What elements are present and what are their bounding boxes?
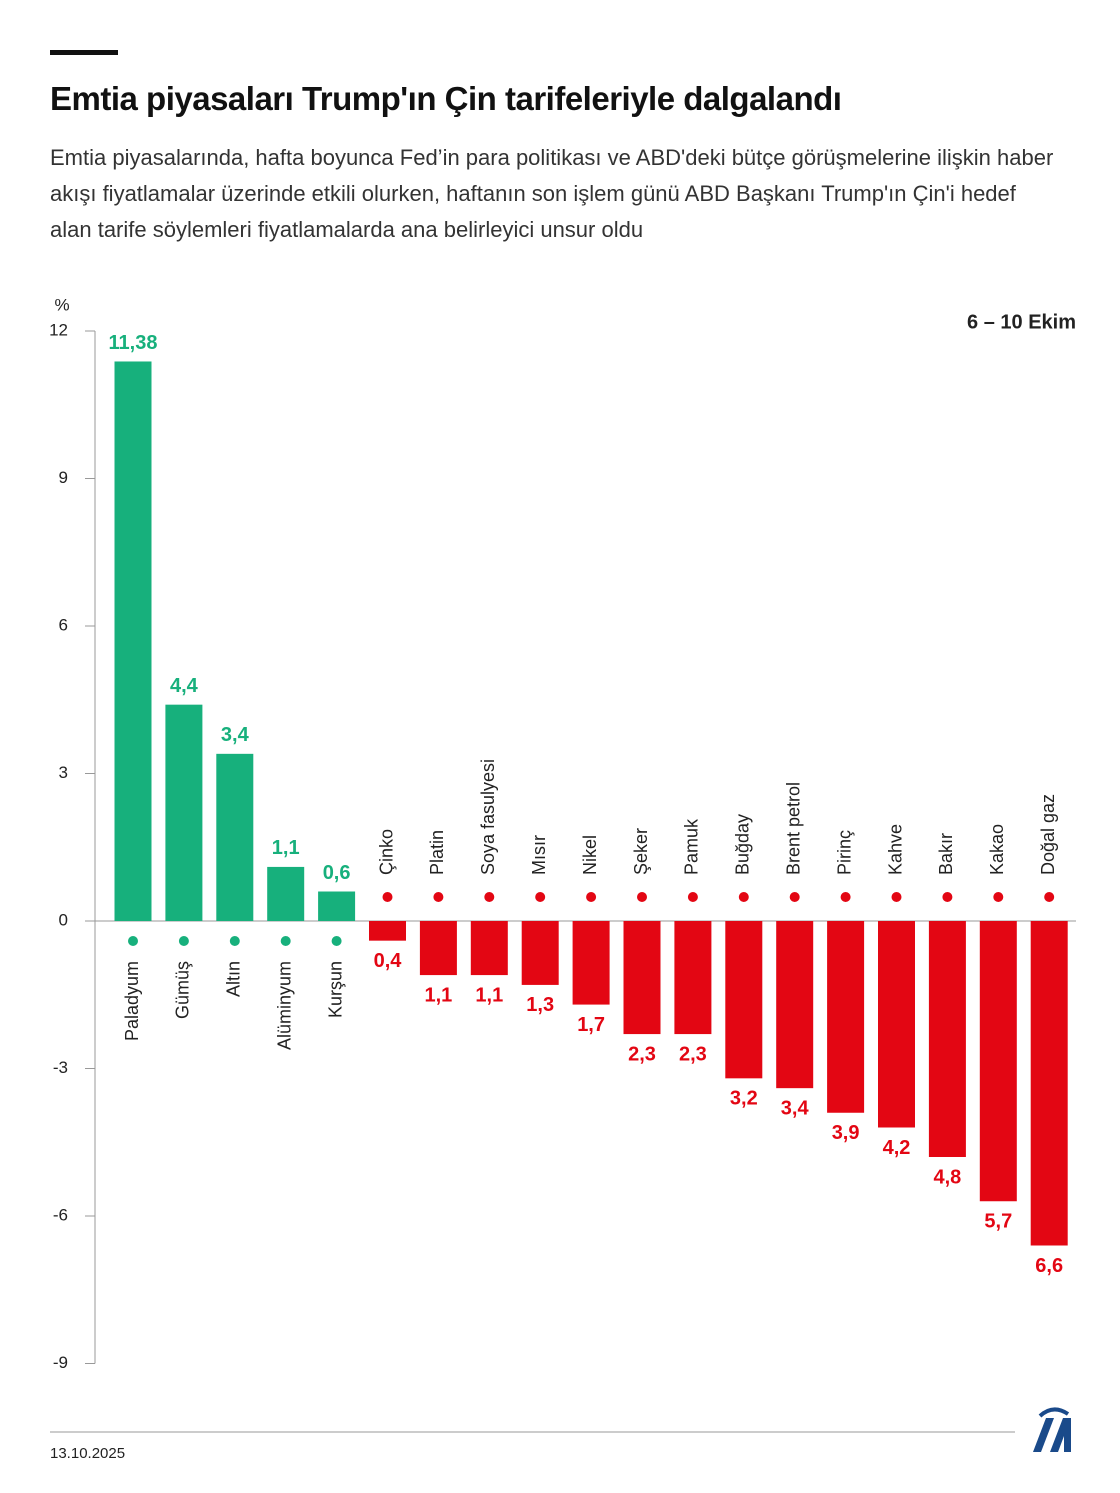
- bar: [470, 921, 508, 976]
- icon: [789, 892, 800, 902]
- value-label: 5,7: [984, 1211, 1012, 1233]
- value-label: 3,4: [781, 1097, 810, 1119]
- icon: [382, 892, 393, 902]
- icon: [637, 892, 647, 902]
- value-label: 1,1: [272, 837, 300, 859]
- x-tick-label: Bakır: [936, 833, 956, 875]
- bar: [318, 891, 356, 921]
- x-tick-label: Nikel: [580, 835, 600, 875]
- icon: [229, 936, 240, 946]
- x-tick-label: Kakao: [987, 824, 1007, 875]
- icon: [942, 892, 953, 902]
- value-label: 1,1: [475, 984, 503, 1006]
- icon: [178, 936, 189, 946]
- value-label: 1,7: [577, 1014, 605, 1036]
- y-tick-label: 6: [59, 615, 68, 634]
- icon: [484, 892, 495, 902]
- value-label: 4,2: [883, 1137, 911, 1159]
- x-tick-label: Paladyum: [122, 961, 142, 1041]
- icon: [586, 892, 597, 902]
- y-tick-label: 12: [49, 320, 68, 339]
- bar: [878, 921, 915, 1128]
- bar: [1030, 921, 1068, 1246]
- icon: [1044, 892, 1055, 902]
- x-tick-label: Şeker: [631, 828, 651, 875]
- icon: [840, 892, 851, 902]
- period: 6 – 10 Ekim: [967, 311, 1076, 333]
- bar: [369, 921, 406, 941]
- bar: [216, 753, 254, 921]
- value-label: 3,4: [221, 724, 250, 746]
- bar: [165, 704, 203, 921]
- bar: [979, 921, 1017, 1202]
- x-tick-label: Altın: [224, 961, 244, 997]
- bar: [521, 921, 559, 985]
- x-tick-label: Soya fasulyesi: [478, 759, 498, 875]
- bar: [623, 921, 661, 1035]
- x-tick-label: Alüminyum: [274, 961, 294, 1050]
- icon: [535, 892, 546, 902]
- y-axis-label: %: [54, 295, 69, 314]
- y-tick-label: -9: [53, 1353, 68, 1372]
- icon: [738, 892, 749, 902]
- date: 13.10.2025: [50, 1445, 125, 1462]
- x-tick-label: Buğday: [733, 814, 753, 875]
- x-tick-label: Pamuk: [682, 818, 702, 875]
- icon: [993, 892, 1004, 902]
- value-label: 0,4: [374, 950, 403, 972]
- icon: [433, 892, 444, 902]
- x-tick-label: Mısır: [529, 835, 549, 875]
- y-tick-label: 9: [59, 468, 68, 487]
- value-label: 6,6: [1035, 1255, 1063, 1277]
- value-label: 4,4: [170, 675, 199, 697]
- y-tick-label: -3: [53, 1058, 68, 1077]
- bar: [572, 921, 610, 1005]
- value-label: 2,3: [679, 1043, 707, 1065]
- bar: [827, 921, 865, 1113]
- chart-title: Emtia piyasaları Trump'ın Çin tarifeleri…: [50, 80, 842, 117]
- x-tick-label: Kahve: [885, 824, 905, 875]
- icon: [280, 936, 291, 946]
- x-tick-label: Çinko: [376, 829, 396, 875]
- bar: [928, 921, 966, 1157]
- icon: [331, 936, 342, 946]
- value-label: 1,1: [424, 984, 452, 1006]
- value-label: 2,3: [628, 1043, 656, 1065]
- bar: [725, 921, 763, 1079]
- icon: [128, 936, 138, 946]
- bar: [674, 921, 712, 1035]
- icon: [687, 892, 698, 902]
- value-label: 11,38: [109, 332, 158, 354]
- x-tick-label: Gümüş: [173, 961, 193, 1019]
- value-label: 3,9: [832, 1122, 860, 1144]
- x-tick-label: Kurşun: [325, 961, 345, 1018]
- x-tick-label: Doğal gaz: [1038, 794, 1058, 875]
- decor-bar: [50, 50, 118, 55]
- x-tick-label: Brent petrol: [783, 782, 803, 875]
- icon: [891, 892, 902, 902]
- x-tick-label: Pirinç: [834, 830, 854, 875]
- value-label: 0,6: [323, 862, 351, 884]
- bar: [114, 361, 152, 921]
- bar: [419, 921, 457, 976]
- y-tick-label: 3: [59, 763, 68, 782]
- bar: [267, 866, 305, 921]
- y-tick-label: 0: [59, 910, 68, 929]
- chart-subtitle: Emtia piyasalarında, hafta boyunca Fed’i…: [50, 145, 1054, 242]
- value-label: 3,2: [730, 1088, 758, 1110]
- value-label: 1,3: [526, 994, 554, 1016]
- y-tick-label: -6: [53, 1205, 68, 1224]
- logo: [1033, 1407, 1071, 1452]
- x-tick-label: Platin: [427, 830, 447, 875]
- value-label: 4,8: [933, 1166, 961, 1188]
- bar: [776, 921, 814, 1089]
